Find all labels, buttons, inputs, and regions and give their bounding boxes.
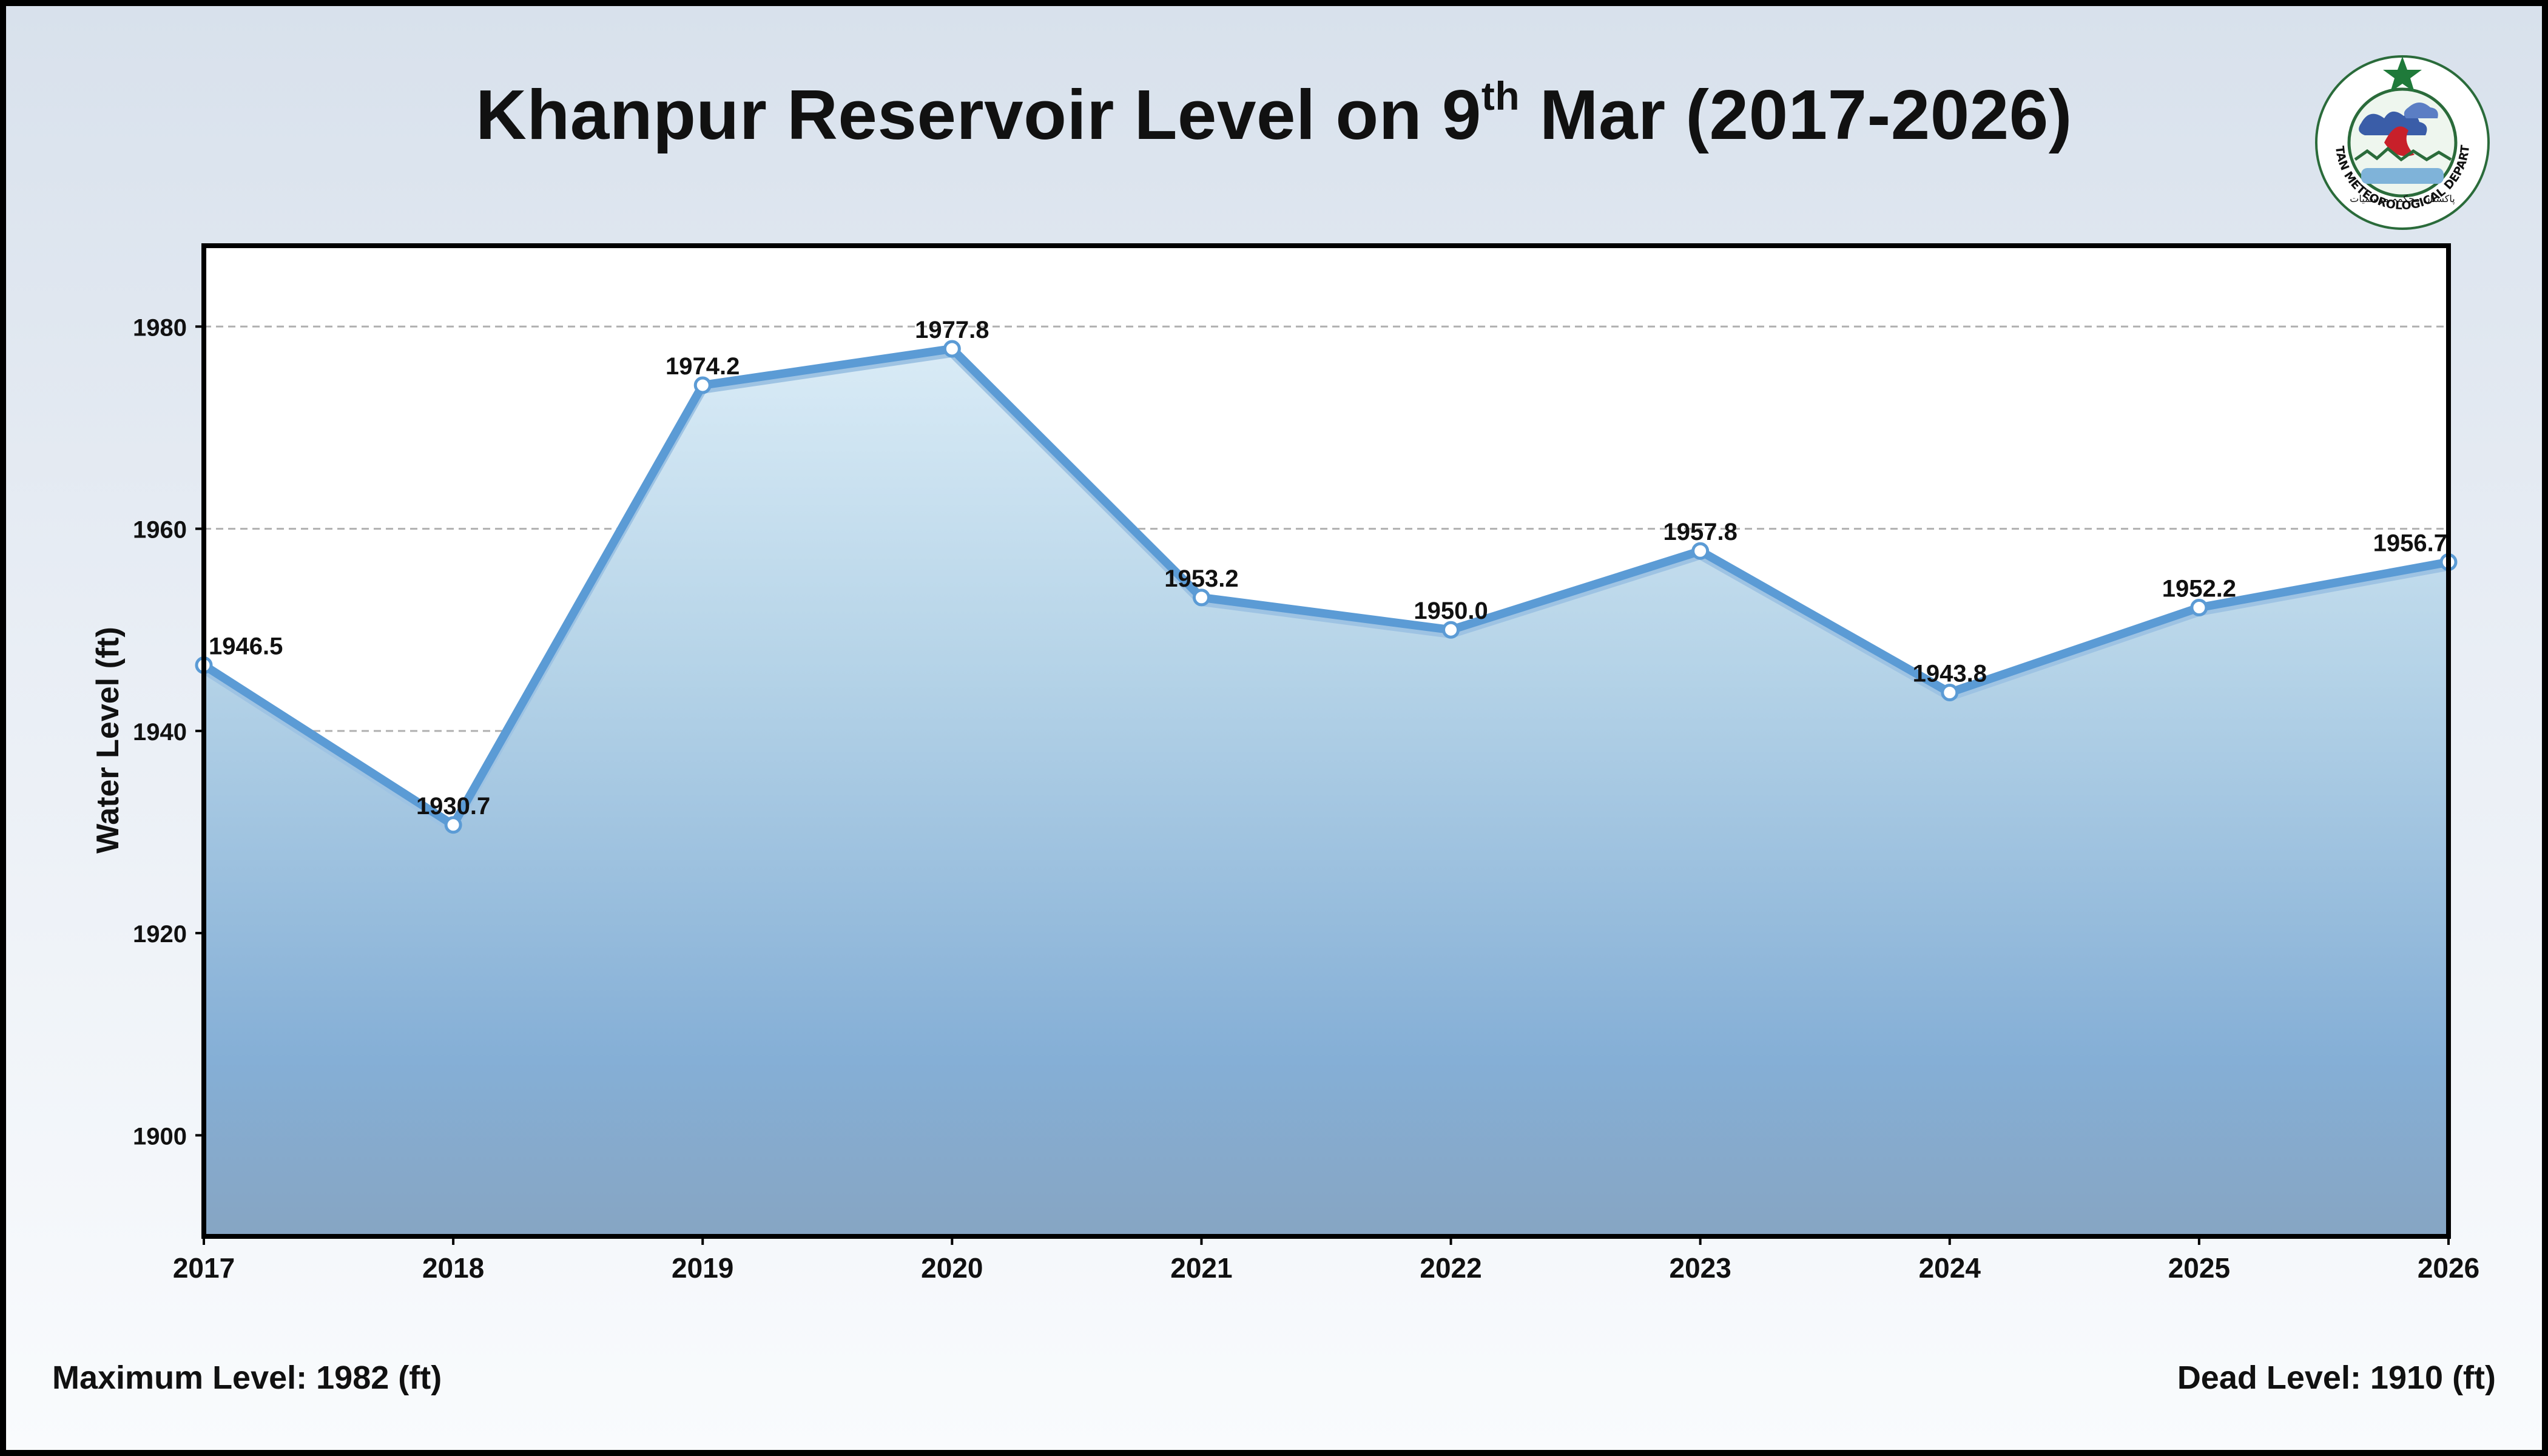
data-label: 1946.5 — [209, 633, 283, 660]
series-line — [201, 344, 2450, 829]
series-line-group: 1946.5 1930.7 1974.2 1977.8 1953.2 1950.0 1957… — [195, 317, 2458, 834]
data-label: 1953.2 — [1164, 565, 1238, 592]
x-tick-label: 2024 — [1919, 1252, 1981, 1284]
pmd-logo-icon: PAKISTAN METEOROLOGICAL DEPARTMENT پاکست… — [2311, 52, 2490, 230]
reservoir-level-chart: 1946.5 1930.7 1974.2 1977.8 1953.2 1950.0 1957… — [90, 243, 2479, 1284]
data-point — [693, 376, 712, 394]
data-label: 1930.7 — [416, 793, 490, 820]
chart-title-suffix: Mar (2017-2026) — [1520, 75, 2072, 154]
chart-title-prefix: Khanpur Reservoir Level on 9 — [476, 75, 1481, 154]
data-label: 1950.0 — [1414, 598, 1488, 624]
x-tick-label: 2020 — [921, 1252, 983, 1284]
x-tick-label: 2018 — [422, 1252, 484, 1284]
x-tick-label: 2023 — [1669, 1252, 1731, 1284]
y-tick-label: 1960 — [133, 517, 187, 544]
data-point — [444, 816, 462, 834]
data-point — [1192, 588, 1210, 607]
x-axis: 2017 2018 2019 2020 2021 2022 2023 2024 2025 2026 — [173, 1236, 2479, 1284]
x-tick-label: 2022 — [1420, 1252, 1481, 1284]
chart-title-superscript: th — [1481, 73, 1520, 118]
x-tick-label: 2019 — [672, 1252, 733, 1284]
y-axis: 1900 1920 1940 1960 1980 — [133, 314, 204, 1150]
data-label: 1943.8 — [1913, 661, 1987, 687]
x-tick-label: 2017 — [173, 1252, 235, 1284]
plot-frame — [201, 243, 2451, 1239]
chart-title: Khanpur Reservoir Level on 9th Mar (2017… — [6, 73, 2542, 155]
data-label: 1956.7 — [2373, 530, 2447, 557]
x-tick-label: 2026 — [2418, 1252, 2479, 1284]
data-label: 1952.2 — [2162, 576, 2236, 602]
data-label: 1974.2 — [666, 353, 740, 380]
dead-level-text: Dead Level: 1910 (ft) — [2177, 1360, 2496, 1396]
logo-urdu-text: پاکستان محکمہ موسمیات — [2350, 193, 2455, 205]
x-tick-label: 2021 — [1170, 1252, 1232, 1284]
maximum-level-text: Maximum Level: 1982 (ft) — [52, 1360, 442, 1396]
data-point — [943, 340, 961, 358]
data-point — [2190, 599, 2208, 617]
data-label: 1977.8 — [915, 317, 989, 343]
data-point — [1941, 684, 1959, 702]
y-tick-label: 1980 — [133, 314, 187, 341]
data-label: 1957.8 — [1663, 519, 1737, 545]
y-axis-label: Water Level (ft) — [90, 627, 126, 854]
data-point — [1691, 542, 1710, 560]
y-tick-label: 1920 — [133, 921, 187, 948]
y-tick-label: 1940 — [133, 719, 187, 746]
area-fill — [204, 348, 2449, 1236]
data-point — [1442, 621, 1460, 639]
y-tick-label: 1900 — [133, 1123, 187, 1150]
x-tick-label: 2025 — [2168, 1252, 2230, 1284]
